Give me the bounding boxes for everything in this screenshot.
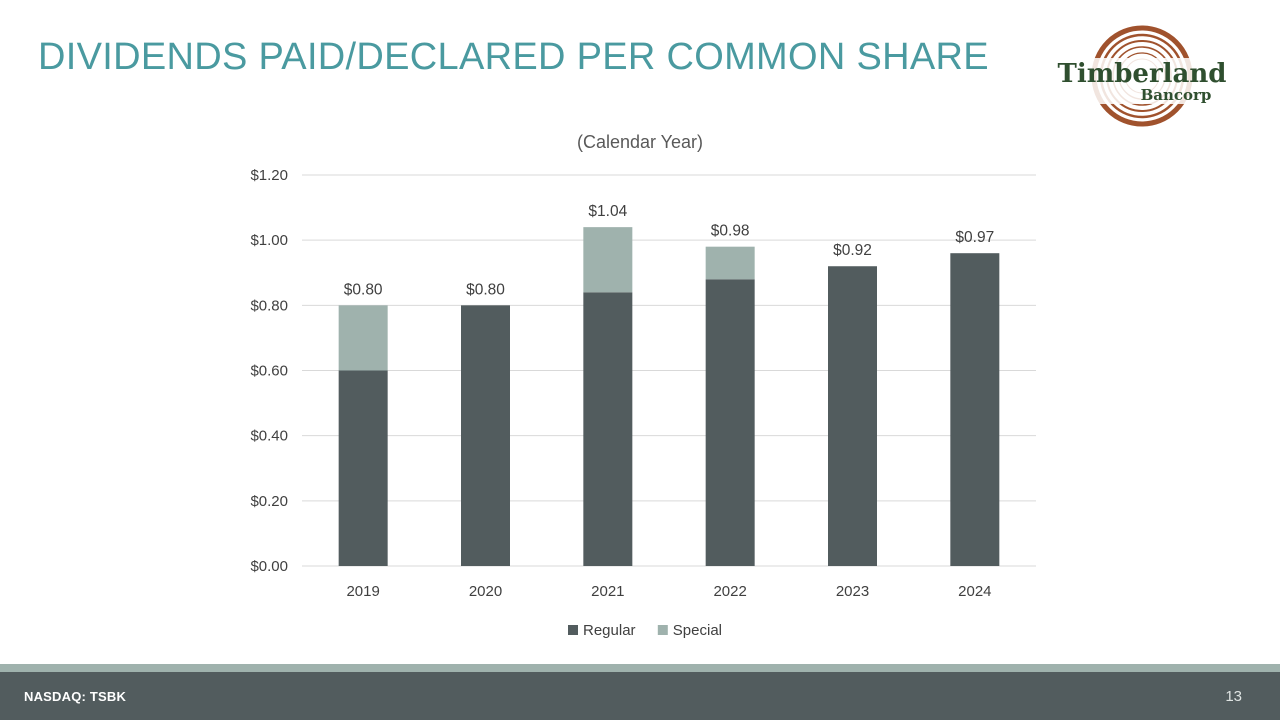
timberland-bancorp-logo: Timberland Bancorp [1058, 25, 1227, 127]
page-number: 13 [1225, 688, 1242, 705]
data-label: $0.97 [955, 229, 994, 246]
footer-stripe [0, 664, 1280, 672]
data-label: $0.80 [344, 281, 383, 298]
bar-regular [461, 305, 510, 566]
bar-regular [705, 279, 755, 566]
bar-regular [338, 370, 388, 566]
legend-swatch [657, 625, 668, 635]
logo-name-line1: Timberland [1058, 59, 1227, 89]
x-tick-label: 2022 [713, 583, 746, 600]
bar-special [583, 227, 633, 293]
y-tick-label: $0.00 [250, 558, 288, 575]
legend-swatch [568, 625, 578, 635]
footer: NASDAQ: TSBK 13 [0, 672, 1280, 720]
data-label: $0.80 [466, 281, 505, 298]
bar-special [705, 246, 755, 280]
bar-regular [950, 253, 1000, 566]
bar-regular [583, 292, 633, 566]
x-tick-label: 2019 [346, 583, 379, 600]
x-tick-label: 2020 [469, 583, 502, 600]
dividends-chart: (Calendar Year) $0.00 $0.20 $0.40 $0.60 $0.80… [250, 132, 1036, 639]
y-tick-label: $0.80 [250, 297, 288, 314]
chart-title: (Calendar Year) [577, 132, 703, 152]
bar-regular [828, 266, 877, 566]
x-tick-label: 2024 [958, 583, 991, 600]
data-label: $1.04 [588, 203, 627, 220]
x-tick-label: 2021 [591, 583, 624, 600]
page-title: DIVIDENDS PAID/DECLARED PER COMMON SHARE [38, 36, 989, 78]
legend-label: Special [673, 622, 722, 639]
logo-name-line2: Bancorp [1141, 86, 1212, 104]
y-tick-label: $1.00 [250, 232, 288, 249]
y-tick-label: $1.20 [250, 167, 288, 184]
data-label: $0.98 [711, 223, 750, 240]
y-tick-label: $0.60 [250, 363, 288, 380]
data-label: $0.92 [833, 242, 872, 259]
y-tick-label: $0.40 [250, 428, 288, 445]
x-tick-label: 2023 [836, 583, 869, 600]
legend-label: Regular [583, 622, 636, 639]
bar-special [338, 305, 388, 371]
footer-ticker: NASDAQ: TSBK [24, 689, 127, 704]
y-tick-label: $0.20 [250, 493, 288, 510]
